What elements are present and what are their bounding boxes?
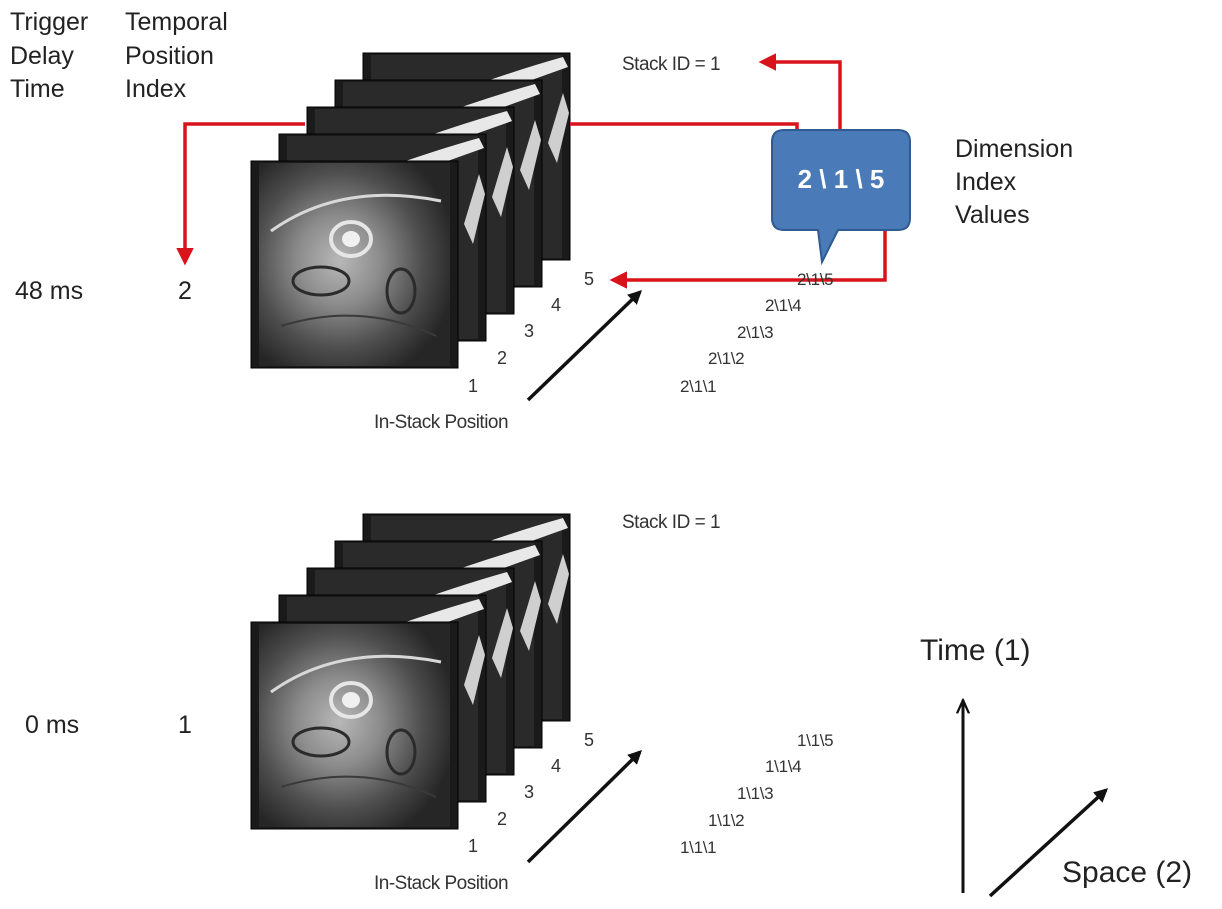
- bottom-position-4: 4: [551, 756, 561, 776]
- bottom-position-2: 2: [497, 809, 507, 829]
- top-image-frame-1: [250, 160, 459, 369]
- top-in-stack-axis-arrow: [526, 290, 643, 402]
- top-in-stack-label: In-Stack Position: [374, 412, 508, 433]
- bottom-position-1: 1: [468, 836, 478, 856]
- bottom-image-stack: [250, 513, 571, 830]
- top-position-2: 2: [497, 348, 507, 368]
- bottom-in-stack-label: In-Stack Position: [374, 873, 508, 894]
- top-index-value-2: 2\1\2: [708, 349, 744, 368]
- top-delay-time: 48 ms: [15, 277, 83, 305]
- top-image-stack: [250, 52, 571, 369]
- top-index-value-4: 2\1\4: [765, 296, 801, 315]
- arrow-to-stack-id: [758, 53, 842, 160]
- bottom-index-value-1: 1\1\1: [680, 838, 716, 857]
- trigger-delay-header: Trigger Delay Time: [10, 8, 95, 103]
- space-axis-label: Space (2): [1062, 856, 1192, 889]
- time-axis-label: Time (1): [920, 634, 1031, 667]
- bottom-position-3: 3: [524, 782, 534, 802]
- top-position-5: 5: [584, 269, 594, 289]
- space-axis-arrow: [988, 788, 1109, 898]
- top-stack-id: Stack ID = 1: [622, 54, 720, 75]
- bottom-temporal-index: 1: [178, 711, 192, 739]
- dimension-index-values-header: Dimension Index Values: [955, 135, 1080, 229]
- arrow-to-bubble-time: [570, 122, 799, 158]
- bottom-in-stack-axis-arrow: [526, 750, 642, 864]
- top-position-1: 1: [468, 376, 478, 396]
- top-index-value-3: 2\1\3: [737, 323, 773, 342]
- top-temporal-index: 2: [178, 277, 192, 305]
- dimension-index-bubble: 2 \ 1 \ 5: [771, 129, 911, 266]
- bottom-index-value-5: 1\1\5: [797, 731, 833, 750]
- bottom-index-value-4: 1\1\4: [765, 757, 801, 776]
- bottom-position-5: 5: [584, 730, 594, 750]
- top-position-4: 4: [551, 295, 561, 315]
- top-index-value-1: 2\1\1: [680, 377, 716, 396]
- top-position-3: 3: [524, 321, 534, 341]
- arrow-to-temporal-index: [176, 122, 305, 266]
- bottom-stack-id: Stack ID = 1: [622, 512, 720, 533]
- bottom-index-value-2: 1\1\2: [708, 811, 744, 830]
- bottom-image-frame-1: [250, 621, 459, 830]
- bubble-value: 2 \ 1 \ 5: [798, 164, 885, 194]
- bottom-index-value-3: 1\1\3: [737, 784, 773, 803]
- temporal-position-header: Temporal Position Index: [125, 8, 235, 103]
- bottom-delay-time: 0 ms: [25, 711, 79, 739]
- top-index-value-5: 2\1\5: [797, 270, 833, 289]
